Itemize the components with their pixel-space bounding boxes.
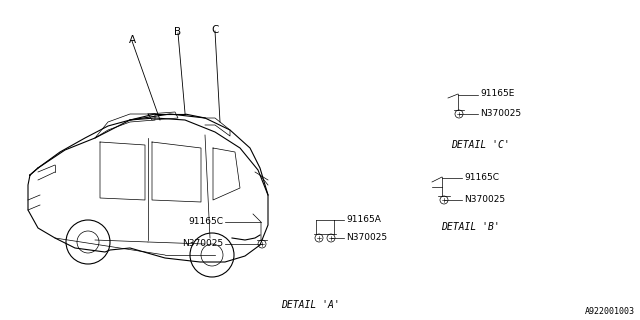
- Text: N370025: N370025: [346, 233, 387, 242]
- Text: 91165C: 91165C: [188, 217, 223, 226]
- Text: C: C: [211, 25, 219, 35]
- Text: 91165C: 91165C: [464, 172, 499, 181]
- Text: N370025: N370025: [182, 238, 223, 247]
- Text: N370025: N370025: [464, 195, 505, 204]
- Text: 91165E: 91165E: [480, 90, 515, 99]
- Text: A: A: [129, 35, 136, 45]
- Text: B: B: [175, 27, 182, 37]
- Text: N370025: N370025: [480, 108, 521, 117]
- Text: DETAIL 'B': DETAIL 'B': [440, 222, 499, 232]
- Text: 91165A: 91165A: [346, 214, 381, 223]
- Text: DETAIL 'A': DETAIL 'A': [280, 300, 339, 310]
- Text: A922001003: A922001003: [585, 307, 635, 316]
- Text: DETAIL 'C': DETAIL 'C': [451, 140, 509, 150]
